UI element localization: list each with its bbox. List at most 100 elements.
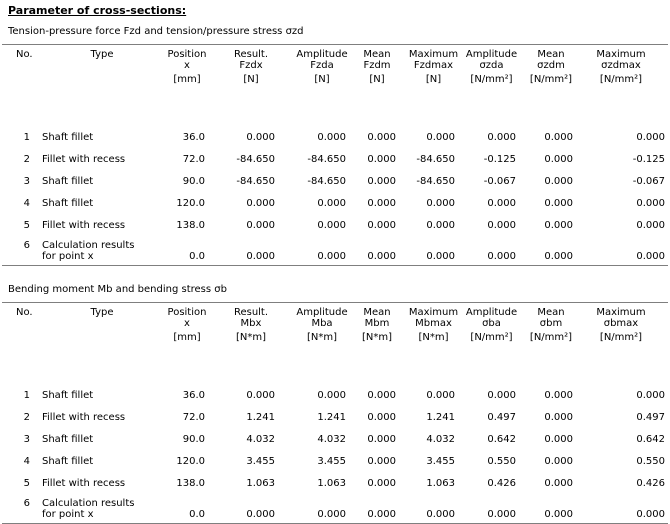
row-value-c7: 0.000 — [636, 509, 665, 520]
row-value-c2: -84.650 — [307, 176, 346, 187]
row-value-c2: 0.000 — [317, 509, 346, 520]
row-value-c4: 0.000 — [426, 509, 455, 520]
header-c4-line2: Mbmax — [415, 318, 452, 329]
table-row: 2 Fillet with recess 72.0 1.241 1.241 0.000 1.… — [2, 407, 668, 429]
row-value-c3: 0.000 — [367, 478, 396, 489]
header-pos-line3: [mm] — [173, 74, 201, 85]
table-row: 3 Shaft fillet 90.0 -84.650 -84.650 0.000 -84.… — [2, 171, 668, 193]
header-c3-line1: Mean — [363, 307, 391, 318]
header-c4-line1: Maximum — [408, 307, 459, 318]
row-value-c2: 1.241 — [317, 412, 346, 423]
row-no: 1 — [23, 132, 30, 143]
row-type: for point x — [42, 509, 94, 520]
row-type: Fillet with recess — [42, 220, 126, 231]
row-value-c3: 0.000 — [367, 220, 396, 231]
row-value-c4: 1.241 — [426, 412, 455, 423]
header-c2-line2: Mba — [311, 318, 333, 329]
row-value-c5: 0.550 — [487, 456, 516, 467]
row-value-c4: 0.000 — [426, 251, 455, 262]
row-value-c4: 1.063 — [426, 478, 455, 489]
row-value-c1: 1.241 — [246, 412, 275, 423]
row-value-c2: 0.000 — [317, 132, 346, 143]
row-value-c6: 0.000 — [544, 509, 573, 520]
row-no: 3 — [23, 176, 30, 187]
row-value-c2: 4.032 — [317, 434, 346, 445]
header-c5-line2: σba — [482, 318, 501, 329]
row-value-c2: 0.000 — [317, 220, 346, 231]
table-row: 5 Fillet with recess 138.0 0.000 0.000 0.000 0… — [2, 215, 668, 237]
header-c5-line3: [N/mm²] — [470, 332, 513, 343]
row-no: 5 — [23, 478, 30, 489]
header-c2-line3: [N] — [314, 74, 330, 85]
row-value-c5: 0.000 — [487, 132, 516, 143]
header-c4-line1: Maximum — [408, 49, 459, 60]
table-row: 1 Shaft fillet 36.0 0.000 0.000 0.000 0.000 0.0… — [2, 385, 668, 407]
row-value-c5: 0.000 — [487, 198, 516, 209]
row-position: 72.0 — [182, 412, 205, 423]
header-c1-line2: Fzdx — [239, 60, 263, 71]
section-title-bending: Bending moment Mb and bending stress σb — [8, 284, 227, 295]
row-value-c3: 0.000 — [367, 434, 396, 445]
header-c2-line3: [N*m] — [306, 332, 338, 343]
row-value-c6: 0.000 — [544, 478, 573, 489]
row-type: Shaft fillet — [42, 390, 94, 401]
table-header: No. Type Position x [mm] Result. Fzdx [N] Amplit… — [2, 45, 668, 127]
row-value-c4: 3.455 — [426, 456, 455, 467]
row-value-c7: 0.000 — [636, 390, 665, 401]
header-c5-line2: σzda — [479, 60, 504, 71]
row-value-c4: -84.650 — [416, 154, 455, 165]
row-no: 4 — [23, 456, 30, 467]
table-row: 1 Shaft fillet 36.0 0.000 0.000 0.000 0.000 0.0… — [2, 127, 668, 149]
row-value-c3: 0.000 — [367, 251, 396, 262]
row-value-c3: 0.000 — [367, 154, 396, 165]
row-value-c3: 0.000 — [367, 412, 396, 423]
row-no: 6 — [23, 240, 30, 251]
header-c5-line3: [N/mm²] — [470, 74, 513, 85]
row-value-c5: 0.497 — [487, 412, 516, 423]
row-value-c1: -84.650 — [236, 154, 275, 165]
row-value-c2: 0.000 — [317, 251, 346, 262]
row-value-c1: 1.063 — [246, 478, 275, 489]
header-c3-line3: [N] — [369, 74, 385, 85]
row-position: 120.0 — [176, 456, 205, 467]
header-c2-line2: Fzda — [310, 60, 334, 71]
header-c4-line3: [N] — [425, 74, 442, 85]
row-value-c7: 0.000 — [636, 251, 665, 262]
row-value-c5: 0.000 — [487, 509, 516, 520]
header-c7-line1: Maximum — [596, 49, 646, 60]
row-value-c4: 0.000 — [426, 220, 455, 231]
header-c5-line1: Amplitude — [465, 307, 518, 318]
header-type: Type — [90, 49, 114, 60]
row-value-c1: 0.000 — [246, 198, 275, 209]
header-no: No. — [16, 49, 33, 60]
header-c6-line3: [N/mm²] — [529, 74, 573, 85]
row-value-c2: 0.000 — [317, 198, 346, 209]
header-c6-line2: σzdm — [537, 60, 565, 71]
row-type: Fillet with recess — [42, 412, 126, 423]
row-value-c7: 0.497 — [636, 412, 665, 423]
row-value-c4: 0.000 — [426, 390, 455, 401]
row-value-c1: 3.455 — [246, 456, 275, 467]
header-c7-line3: [N/mm²] — [599, 74, 643, 85]
row-type: Fillet with recess — [42, 478, 126, 489]
table-header: No. Type Position x [mm] Result. Mbx [N*m] Ampli… — [2, 303, 668, 385]
row-no: 3 — [23, 434, 30, 445]
header-c1-line2: Mbx — [240, 318, 262, 329]
header-pos-line3: [mm] — [173, 332, 201, 343]
row-value-c6: 0.000 — [544, 132, 573, 143]
header-c3-line1: Mean — [363, 49, 391, 60]
row-value-c7: -0.067 — [632, 176, 665, 187]
row-value-c5: 0.000 — [487, 251, 516, 262]
row-value-c4: 0.000 — [426, 132, 455, 143]
tension-table: No. Type Position x [mm] Result. Fzdx [N] Amplit… — [2, 44, 668, 266]
row-value-c4: 4.032 — [426, 434, 455, 445]
row-value-c3: 0.000 — [367, 176, 396, 187]
row-value-c5: 0.000 — [487, 220, 516, 231]
row-type: Shaft fillet — [42, 456, 94, 467]
header-c3-line3: [N*m] — [361, 332, 393, 343]
header-c2-line1: Amplitude — [296, 307, 348, 318]
row-type: Shaft fillet — [42, 434, 94, 445]
row-no: 5 — [23, 220, 30, 231]
row-value-c4: 0.000 — [426, 198, 455, 209]
row-no: 4 — [23, 198, 30, 209]
